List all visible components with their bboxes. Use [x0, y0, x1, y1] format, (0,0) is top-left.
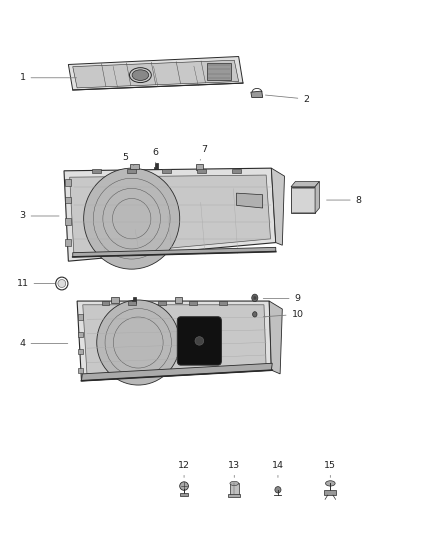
Bar: [128, 301, 136, 305]
Text: 5: 5: [122, 153, 134, 165]
Bar: [228, 494, 240, 497]
Bar: [78, 349, 83, 354]
Polygon shape: [83, 305, 266, 377]
Bar: [65, 218, 71, 224]
Ellipse shape: [252, 294, 258, 302]
Bar: [65, 239, 71, 246]
Bar: [111, 297, 119, 303]
Text: 6: 6: [153, 148, 159, 163]
Bar: [230, 483, 239, 495]
Bar: [78, 332, 83, 337]
Bar: [127, 168, 136, 173]
Text: 1: 1: [20, 73, 77, 82]
Bar: [158, 301, 166, 305]
Bar: [130, 164, 139, 169]
Ellipse shape: [253, 312, 257, 317]
Polygon shape: [132, 297, 136, 303]
Text: 14: 14: [272, 461, 284, 478]
Bar: [232, 168, 241, 173]
Ellipse shape: [253, 296, 256, 300]
Text: 10: 10: [263, 310, 304, 319]
Bar: [92, 168, 101, 173]
Text: 11: 11: [17, 279, 55, 288]
Polygon shape: [73, 247, 276, 257]
Bar: [162, 168, 171, 173]
Bar: [180, 493, 188, 496]
Bar: [78, 368, 83, 373]
Text: 2: 2: [265, 94, 309, 103]
Bar: [197, 168, 206, 173]
Bar: [102, 301, 110, 305]
Polygon shape: [81, 364, 272, 381]
Text: 7: 7: [200, 145, 207, 160]
Ellipse shape: [275, 487, 281, 493]
Polygon shape: [73, 60, 239, 88]
Text: 15: 15: [324, 461, 336, 478]
Polygon shape: [77, 301, 272, 381]
Polygon shape: [291, 181, 319, 187]
Polygon shape: [68, 56, 243, 90]
Ellipse shape: [230, 481, 239, 486]
Text: 12: 12: [178, 461, 190, 478]
Polygon shape: [315, 181, 319, 213]
Ellipse shape: [84, 168, 180, 269]
Bar: [175, 297, 182, 303]
Polygon shape: [291, 187, 315, 213]
Bar: [65, 179, 71, 185]
Text: 4: 4: [20, 339, 68, 348]
Polygon shape: [251, 91, 263, 98]
Text: 8: 8: [327, 196, 362, 205]
Polygon shape: [153, 164, 158, 169]
Text: 3: 3: [19, 212, 59, 221]
Text: 13: 13: [228, 461, 240, 478]
Ellipse shape: [195, 337, 204, 345]
Bar: [219, 301, 227, 305]
Bar: [78, 314, 83, 320]
Ellipse shape: [180, 482, 188, 490]
FancyBboxPatch shape: [177, 317, 221, 365]
Bar: [189, 301, 197, 305]
Polygon shape: [272, 168, 285, 245]
Polygon shape: [64, 168, 276, 261]
Ellipse shape: [132, 70, 149, 80]
Bar: [324, 490, 336, 495]
Bar: [65, 197, 71, 203]
Ellipse shape: [58, 279, 66, 287]
Bar: [207, 63, 231, 80]
Polygon shape: [70, 175, 271, 257]
Text: 9: 9: [263, 294, 300, 303]
Ellipse shape: [325, 481, 335, 486]
Polygon shape: [237, 193, 263, 208]
Polygon shape: [269, 301, 283, 374]
Bar: [196, 165, 203, 169]
Ellipse shape: [97, 300, 180, 385]
